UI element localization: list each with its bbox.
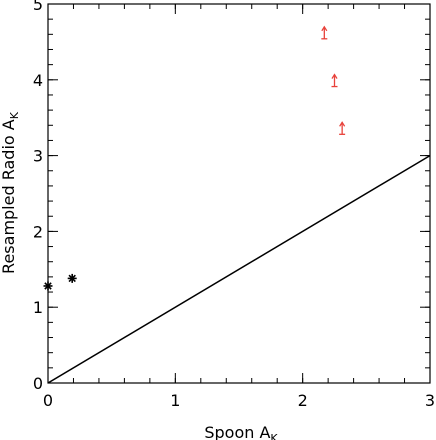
y-tick-label: 5 [33,0,43,14]
limit-arrowhead [339,121,346,127]
y-tick-label: 2 [33,222,43,241]
data-point-lower-limit [321,25,328,40]
y-tick-label: 0 [33,374,43,393]
x-tick-label: 3 [425,391,435,410]
data-point-lower-limit [331,73,338,88]
plot-frame [47,3,431,384]
limit-arrowhead [331,73,338,79]
reference-line [47,154,431,384]
x-tick-label: 1 [170,391,180,410]
y-tick-label: 4 [33,71,43,90]
x-tick-label: 2 [298,391,308,410]
data-point-asterisk [43,281,53,291]
y-tick-label: 1 [33,298,43,317]
y-axis-label: Resampled Radio AK [0,111,21,274]
y-tick-label: 3 [33,147,43,166]
x-tick-label: 0 [43,391,53,410]
data-point-lower-limit [339,121,346,135]
data-point-asterisk [67,273,77,283]
limit-arrowhead [321,25,328,32]
x-axis-label: Spoon AK [204,423,278,440]
